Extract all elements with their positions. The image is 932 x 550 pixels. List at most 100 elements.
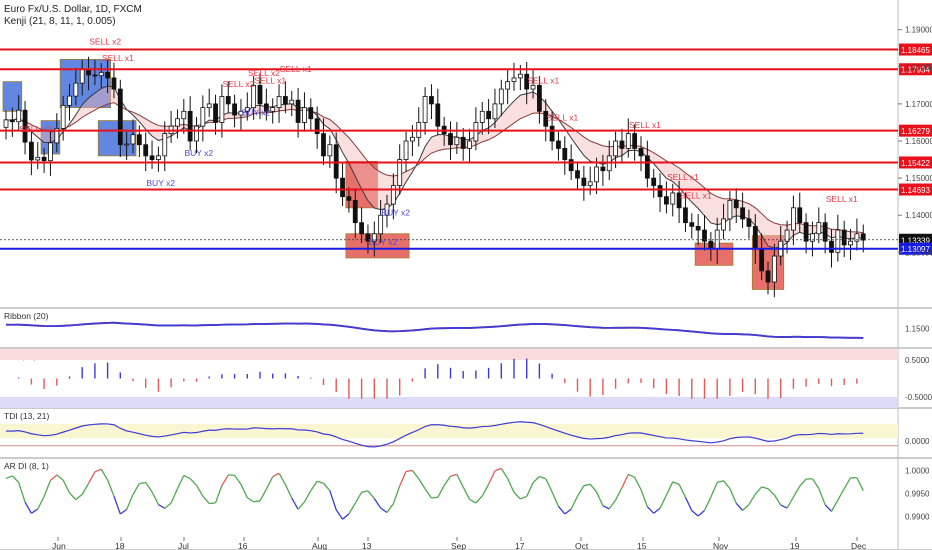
ardi-segment [659,494,667,509]
ardi-segment [672,481,680,485]
candle-body [73,82,79,97]
ardi-segment [456,474,464,488]
candle-body [549,125,555,142]
buy-signal-label: BUY x2 [381,208,410,218]
ardi-segment [329,490,337,510]
ardi-segment [450,473,458,477]
y-tick-label: 1.17000 [905,100,932,109]
candle-body [759,248,765,272]
y-tick-label: 1.18000 [905,63,932,72]
sell-signal-label: SELL x1 [254,75,286,85]
candle-body [517,73,523,79]
candle-body [702,229,707,242]
ardi-segment [570,495,579,510]
x-tick-label: 16 [238,541,248,550]
ardi-segment [653,507,661,514]
ardi-segment [392,485,401,505]
chart-title: Euro Fx/U.S. Dollar, 1D, FXCM [4,4,142,15]
ardi-segment [399,471,407,487]
candle-body [632,133,638,149]
ardi-segment [811,478,820,489]
candle-body [48,142,53,162]
ardi-segment [189,478,197,486]
candle-body [124,143,130,146]
signal-zone [694,242,734,266]
ardi-segment [443,475,452,486]
candle-body [505,81,511,90]
level-tag [899,242,932,255]
candle-body [314,118,320,134]
tdi-band [0,423,898,439]
ardi-segment [507,478,515,493]
level-tag [899,156,932,169]
ardi-segment [151,491,159,505]
ribbon-tick-label: 1.1500 [905,325,930,334]
ardi-segment [792,485,801,498]
ardi-segment [310,480,318,492]
level-tag-label: 1.14693 [901,186,930,195]
ardi-tick-label: 0.9950 [905,489,930,498]
ardi-segment [170,488,179,504]
sell-signal-label: SELL x1 [527,75,559,85]
ardi-segment [513,491,521,500]
candle-body [791,207,796,231]
ardi-segment [342,513,350,520]
ardi-segment [106,479,115,497]
candle-body [492,103,498,120]
ardi-segment [481,483,490,497]
ardi-segment [564,508,572,515]
candle-body [619,140,625,149]
ardi-segment [437,485,445,498]
ardi-segment [532,476,540,484]
candle-body [60,104,66,129]
candle-body [35,156,41,161]
ardi-segment [520,495,527,500]
candle-body [835,229,841,253]
level-tag [899,183,932,196]
candle-body [409,136,415,142]
candle-body [162,133,168,157]
candle-body [657,185,663,198]
candle-body [117,88,123,146]
candle-body [568,159,574,172]
ardi-segment [69,492,77,501]
ardi-segment [214,485,223,504]
candle-body [219,96,225,123]
level-tag [899,124,932,137]
buy-signal-label: BUY x2 [185,148,214,158]
ardi-segment [608,499,617,510]
candle-body [600,166,606,172]
ardi-segment [761,486,769,490]
ardi-segment [316,480,324,484]
ardi-segment [431,496,438,499]
candle-body [543,110,549,127]
ardi-segment [697,510,705,517]
tdi-line [5,421,864,448]
ardi-segment [24,501,32,514]
level-tag-label: 1.18465 [901,46,930,55]
candle-body [105,71,110,79]
candle-body [200,107,206,127]
ardi-tick-label: 1.0000 [905,466,930,475]
ardi-segment [132,483,140,495]
ardi-segment [646,506,655,514]
ardi-segment [209,502,216,505]
ardi-segment [81,483,90,495]
ardi-segment [773,494,782,506]
x-tick-label: 17 [515,541,525,550]
ardi-segment [11,475,20,484]
candle-body [28,141,34,161]
candle-body [67,95,72,106]
ardi-segment [589,483,598,493]
ardi-segment [113,495,121,515]
candle-body [111,77,117,90]
signal-zone [97,120,137,157]
candle-body [181,110,187,120]
ardi-segment [621,474,629,489]
ardi-segment [500,468,509,479]
ardi-segment [158,504,166,509]
candle-body [689,222,695,227]
sell-signal-label: SELL x1 [629,120,661,130]
candle-body [467,140,472,149]
